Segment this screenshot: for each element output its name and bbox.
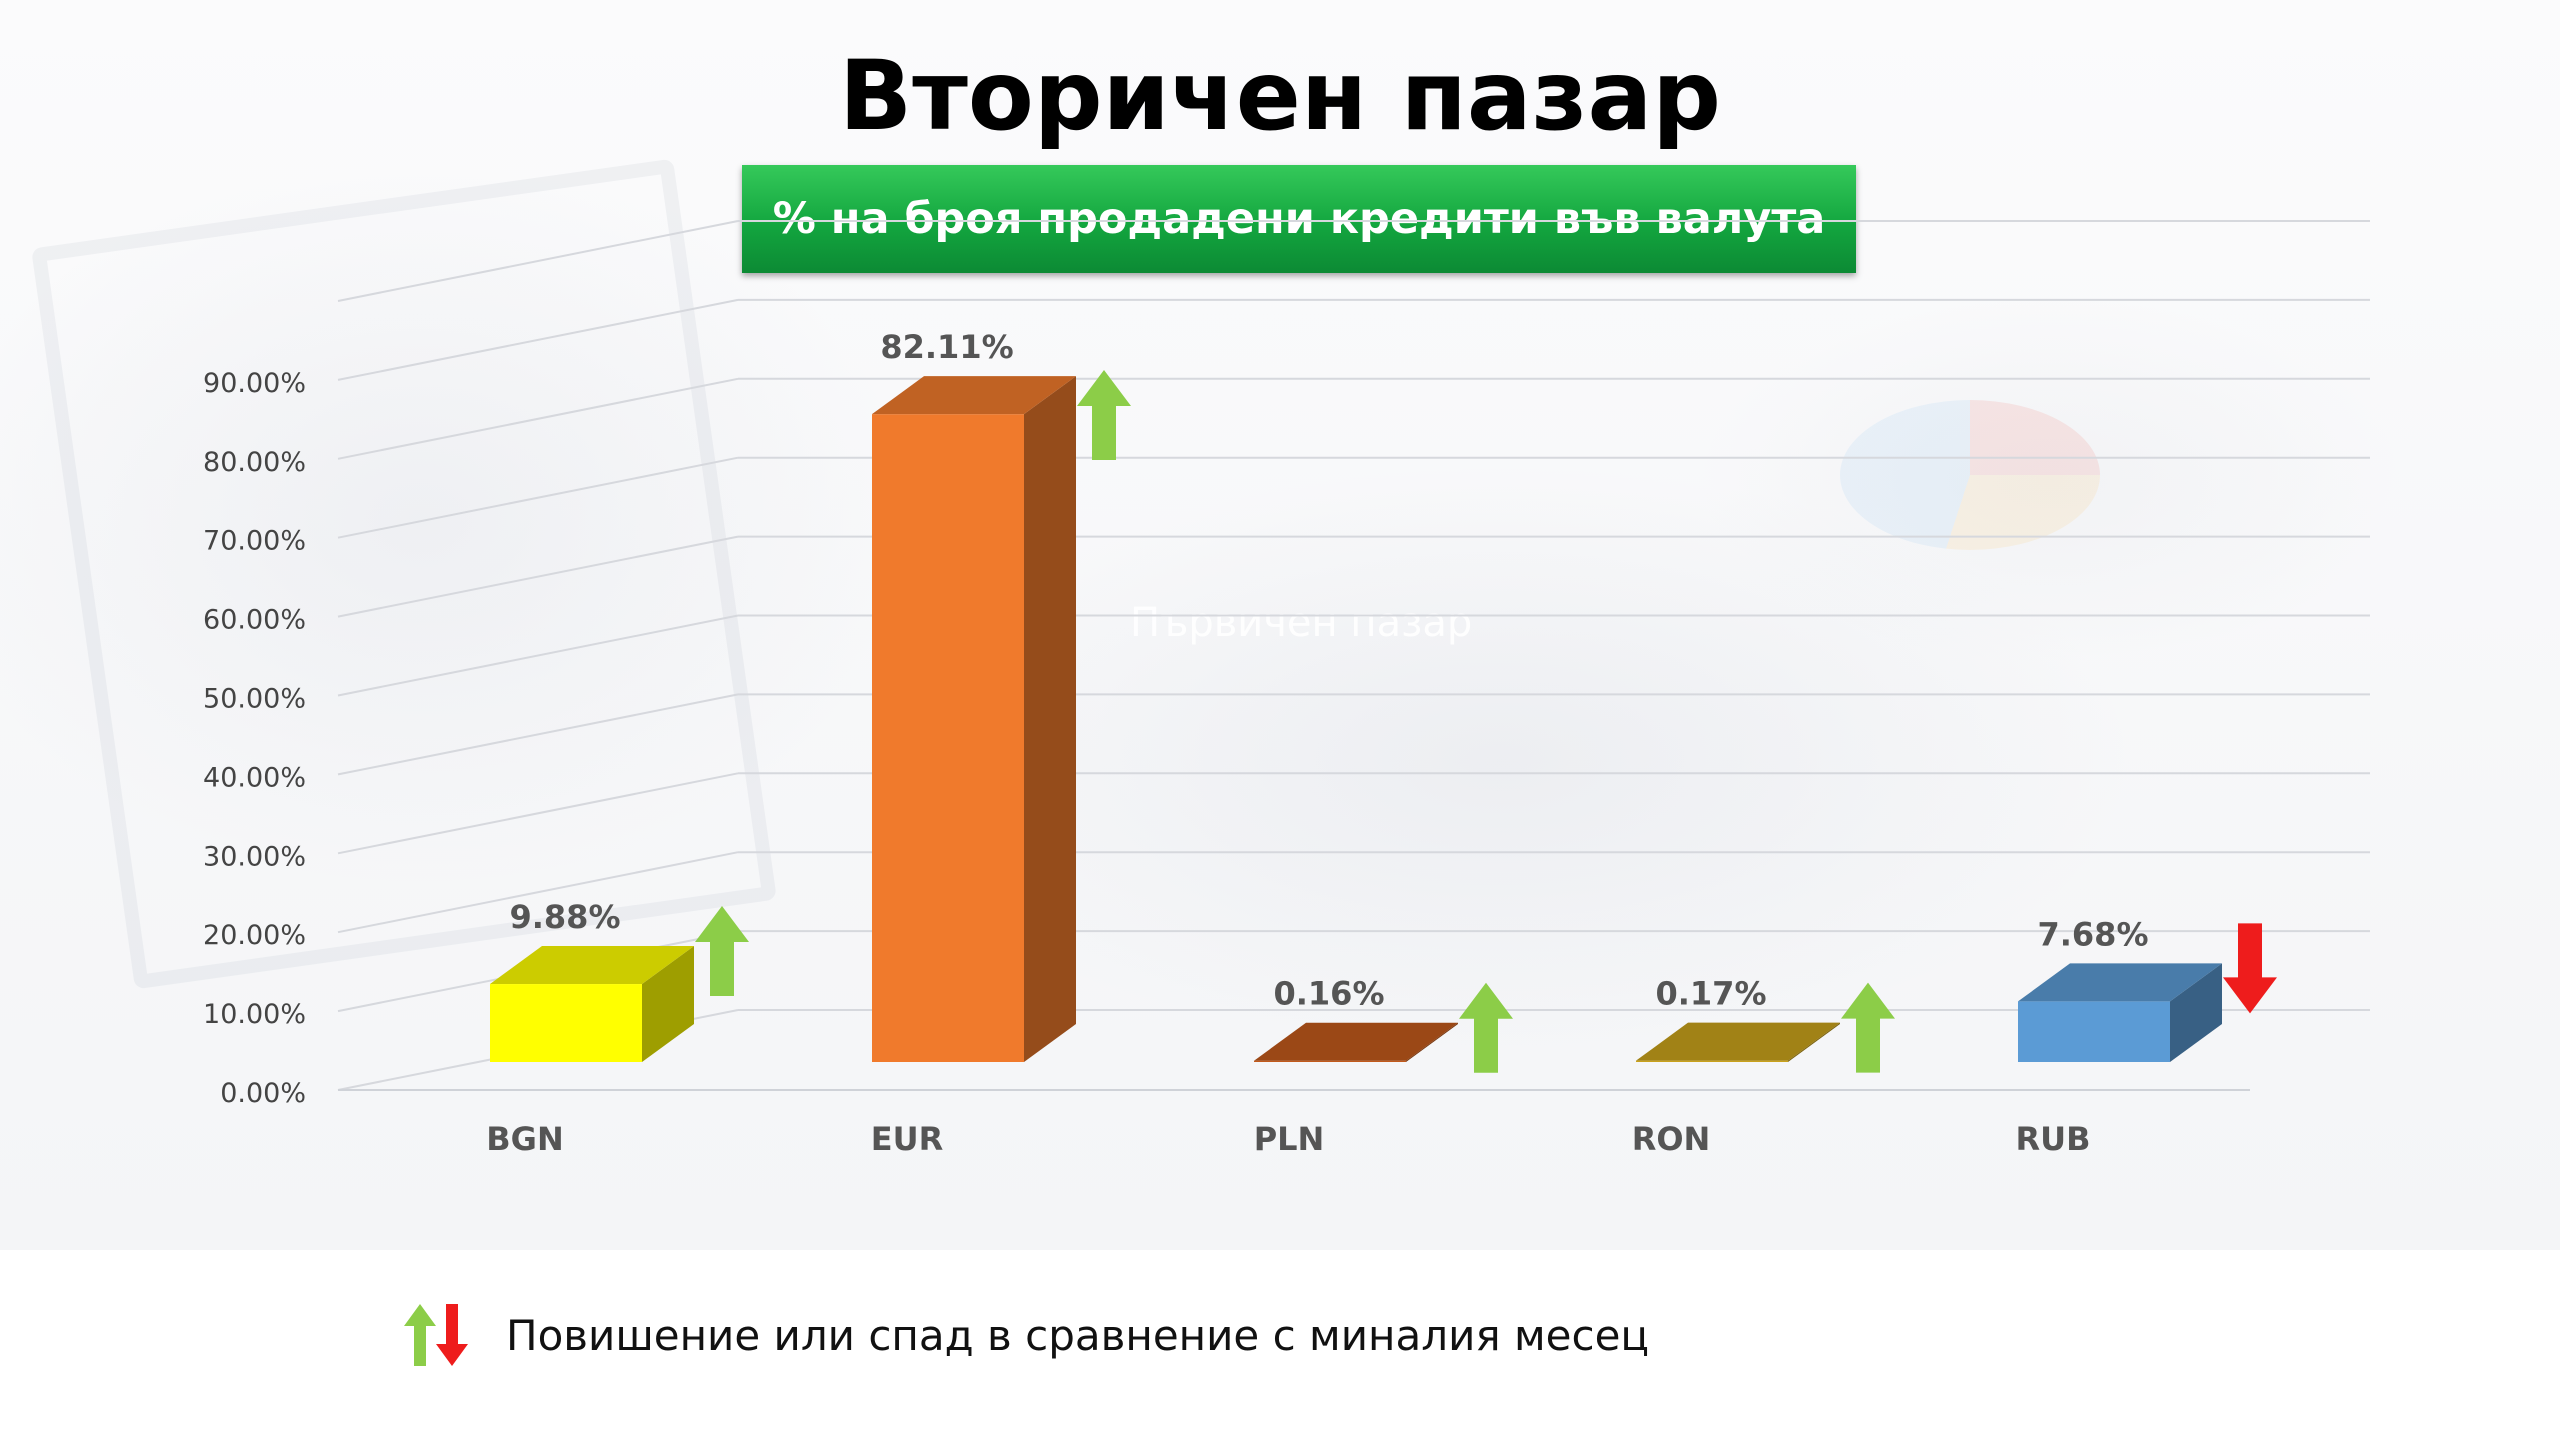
- y-tick-label: 40.00%: [203, 762, 306, 793]
- gridline-diagonal: [337, 377, 739, 460]
- bar-top-pln: [1254, 1022, 1458, 1061]
- bar-front-bgn: [490, 984, 642, 1062]
- gridline-diagonal: [337, 614, 739, 697]
- gridline-diagonal: [337, 693, 739, 776]
- y-tick-label: 50.00%: [203, 684, 306, 715]
- bar-side-pln: [1406, 1022, 1458, 1062]
- y-tick-label: 90.00%: [203, 368, 306, 399]
- y-tick-label: 0.00%: [220, 1078, 306, 1109]
- x-tick-label-rub: RUB: [2015, 1120, 2090, 1158]
- gridline-diagonal: [337, 535, 739, 618]
- gridline-diagonal: [337, 772, 739, 855]
- x-tick-label-eur: EUR: [871, 1120, 943, 1158]
- legend-arrows: [404, 1304, 468, 1366]
- bar-front-rub: [2018, 1001, 2170, 1062]
- subtitle-banner: % на броя продадени кредити във валута: [742, 165, 1856, 273]
- up-arrow-icon-pln: [1459, 982, 1513, 1073]
- legend-text: Повишение или спад в сравнение с миналия…: [506, 1310, 1650, 1360]
- bar-side-ron: [1788, 1022, 1840, 1062]
- y-tick-label: 30.00%: [203, 841, 306, 872]
- down-arrow-icon-rub: [2223, 923, 2277, 1014]
- background-pie-shape: [1840, 400, 2100, 550]
- bar-front-eur: [872, 414, 1024, 1062]
- gridline-diagonal: [337, 298, 739, 381]
- subtitle-text: % на броя продадени кредити във валута: [772, 194, 1826, 244]
- data-label-ron: 0.17%: [1655, 975, 1766, 1013]
- up-arrow-icon-eur: [1077, 370, 1131, 460]
- bar-top-ron: [1636, 1022, 1840, 1061]
- data-label-pln: 0.16%: [1273, 975, 1384, 1013]
- x-tick-label-ron: RON: [1632, 1120, 1711, 1158]
- gridline-diagonal: [337, 220, 739, 302]
- x-tick-label-bgn: BGN: [486, 1120, 563, 1158]
- x-tick-label-pln: PLN: [1254, 1120, 1325, 1158]
- bar-top-bgn: [490, 946, 694, 985]
- y-tick-label: 60.00%: [203, 605, 306, 636]
- gridline-diagonal: [337, 851, 739, 934]
- bar-top-eur: [872, 376, 1076, 415]
- bar-side-eur: [1024, 376, 1076, 1062]
- down-arrow-icon: [436, 1304, 468, 1366]
- page-title: Вторичен пазар: [839, 40, 1721, 152]
- bar-front-ron: [1636, 1060, 1788, 1062]
- up-arrow-icon-ron: [1841, 982, 1895, 1073]
- bar-side-bgn: [642, 946, 694, 1062]
- up-arrow-icon: [404, 1304, 436, 1366]
- bar-side-rub: [2170, 963, 2222, 1062]
- gridline-diagonal: [337, 456, 739, 539]
- data-label-eur: 82.11%: [880, 328, 1013, 366]
- data-label-bgn: 9.88%: [509, 898, 620, 936]
- y-tick-label: 80.00%: [203, 447, 306, 478]
- data-label-rub: 7.68%: [2037, 915, 2148, 953]
- legend: Повишение или спад в сравнение с миналия…: [400, 1300, 1649, 1370]
- bar-top-rub: [2018, 963, 2222, 1002]
- up-arrow-icon-bgn: [695, 906, 749, 997]
- background-text: Първичен пазар: [1130, 600, 1473, 646]
- bar-front-pln: [1254, 1060, 1406, 1062]
- y-tick-label: 20.00%: [203, 920, 306, 951]
- y-tick-label: 70.00%: [203, 526, 306, 557]
- y-tick-label: 10.00%: [203, 999, 306, 1030]
